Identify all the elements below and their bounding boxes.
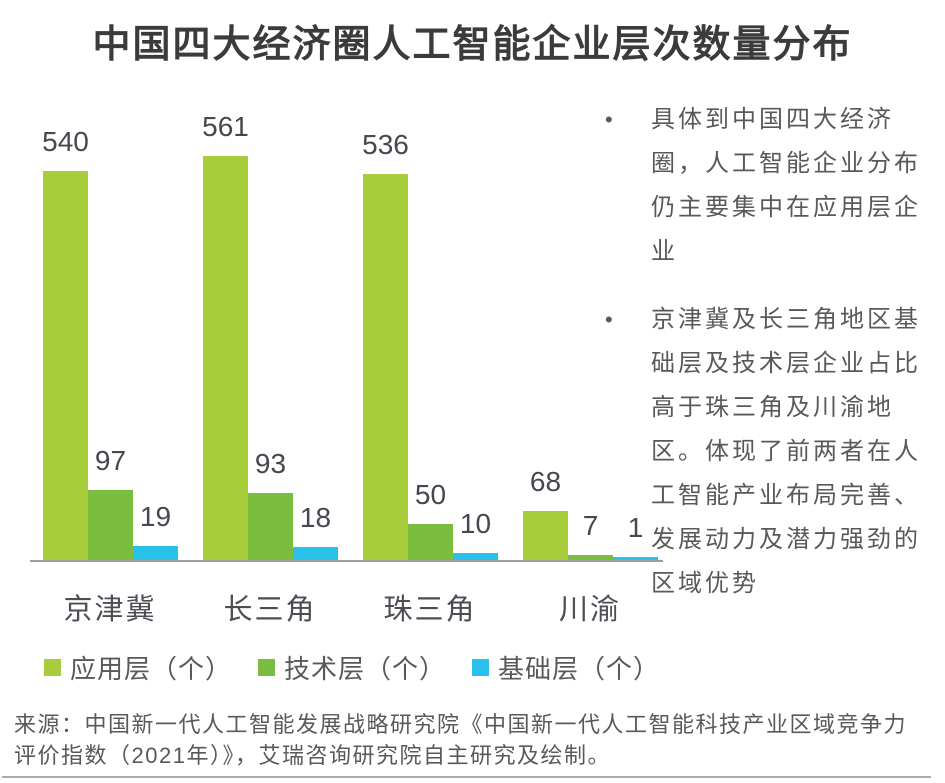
bar-base-layer-4 [613, 557, 658, 560]
bar-value-label: 536 [362, 129, 409, 160]
bar-value-label: 93 [254, 448, 287, 479]
bar-app-layer-2 [203, 156, 248, 560]
legend-label: 技术层（个） [284, 654, 447, 684]
bar-app-layer-3 [363, 174, 408, 560]
bar-cell-app-layer-4: 68 [523, 468, 568, 560]
bullet-dot-icon: • [605, 107, 616, 132]
source-note: 来源：中国新一代人工智能发展战略研究院《中国新一代人工智能科技产业区域竞争力评价… [14, 712, 908, 768]
bar-cell-base-layer-1: 19 [133, 503, 178, 560]
insight-bullet-1: • 具体到中国四大经济圈，人工智能企业分布仍主要集中在应用层企业 [605, 98, 943, 274]
category-label-2: 长三角 [223, 594, 317, 626]
bar-cell-app-layer-3: 536 [362, 129, 409, 560]
bar-cell-app-layer-2: 561 [202, 111, 249, 560]
bottom-divider [2, 776, 931, 778]
bar-value-label: 18 [299, 502, 332, 533]
bar-tech-layer-1 [88, 490, 133, 560]
bar-cell-base-layer-2: 18 [293, 504, 338, 560]
insight-bullet-2: • 京津冀及长三角地区基础层及技术层企业占比高于珠三角及川渝地区。体现了前两者在人… [605, 298, 943, 606]
insight-text: 京津冀及长三角地区基础层及技术层企业占比高于珠三角及川渝地区。体现了前两者在人工… [651, 306, 921, 597]
bar-value-label: 7 [582, 510, 599, 541]
legend-swatch-icon [44, 659, 61, 676]
plot-area: 540 97 19 561 93 18 536 50 10 68 7 1 [30, 100, 663, 562]
bar-base-layer-3 [453, 553, 498, 560]
bar-base-layer-1 [133, 546, 178, 560]
bar-cell-tech-layer-2: 93 [248, 450, 293, 560]
insights-list: • 具体到中国四大经济圈，人工智能企业分布仍主要集中在应用层企业 • 京津冀及长三角地… [605, 98, 943, 606]
bar-base-layer-2 [293, 547, 338, 560]
bar-tech-layer-2 [248, 493, 293, 560]
bar-group-4: 68 7 1 [523, 468, 658, 560]
category-label-3: 珠三角 [383, 594, 477, 626]
legend-item-tech-layer: 技术层（个） [258, 649, 446, 686]
bar-cell-tech-layer-1: 97 [88, 447, 133, 560]
category-label-4: 川渝 [558, 594, 621, 626]
bar-cell-tech-layer-3: 50 [408, 481, 453, 560]
legend-label: 基础层（个） [498, 654, 661, 684]
bar-group-3: 536 50 10 [362, 129, 498, 560]
bar-cell-base-layer-4: 1 [613, 514, 658, 560]
bar-value-label: 19 [139, 501, 172, 532]
legend-swatch-icon [258, 659, 276, 676]
bar-value-label: 561 [202, 111, 249, 142]
page-title: 中国四大经济圈人工智能企业层次数量分布 [92, 24, 853, 66]
chart-legend: 应用层（个） 技术层（个） 基础层（个） [44, 649, 660, 686]
legend-label: 应用层（个） [70, 654, 233, 684]
bar-cell-tech-layer-4: 7 [568, 512, 613, 560]
insights-panel: • 具体到中国四大经济圈，人工智能企业分布仍主要集中在应用层企业 • 京津冀及长三角地… [605, 98, 943, 606]
bar-group-1: 540 97 19 [42, 126, 178, 560]
bullet-dot-icon: • [605, 307, 616, 332]
bar-value-label: 97 [94, 445, 127, 476]
bar-app-layer-1 [43, 171, 88, 560]
bar-cell-base-layer-3: 10 [453, 510, 498, 560]
legend-item-app-layer: 应用层（个） [44, 649, 232, 686]
legend-item-base-layer: 基础层（个） [472, 649, 660, 686]
bar-value-label: 540 [42, 126, 89, 157]
bar-group-2: 561 93 18 [202, 111, 338, 560]
bar-value-label: 10 [459, 508, 492, 539]
bar-value-label: 68 [529, 466, 562, 497]
bar-cell-app-layer-1: 540 [42, 126, 89, 560]
bar-app-layer-4 [523, 511, 568, 560]
bar-tech-layer-4 [568, 555, 613, 560]
bar-tech-layer-3 [408, 524, 453, 560]
bar-value-label: 1 [627, 512, 644, 543]
category-label-1: 京津冀 [63, 594, 157, 626]
insight-text: 具体到中国四大经济圈，人工智能企业分布仍主要集中在应用层企业 [651, 106, 921, 265]
bar-value-label: 50 [414, 479, 447, 510]
x-axis-line [30, 560, 663, 562]
bar-chart: 540 97 19 561 93 18 536 50 10 68 7 1 京津冀 长三角 珠三角 川渝 [30, 100, 663, 630]
legend-swatch-icon [472, 659, 490, 676]
